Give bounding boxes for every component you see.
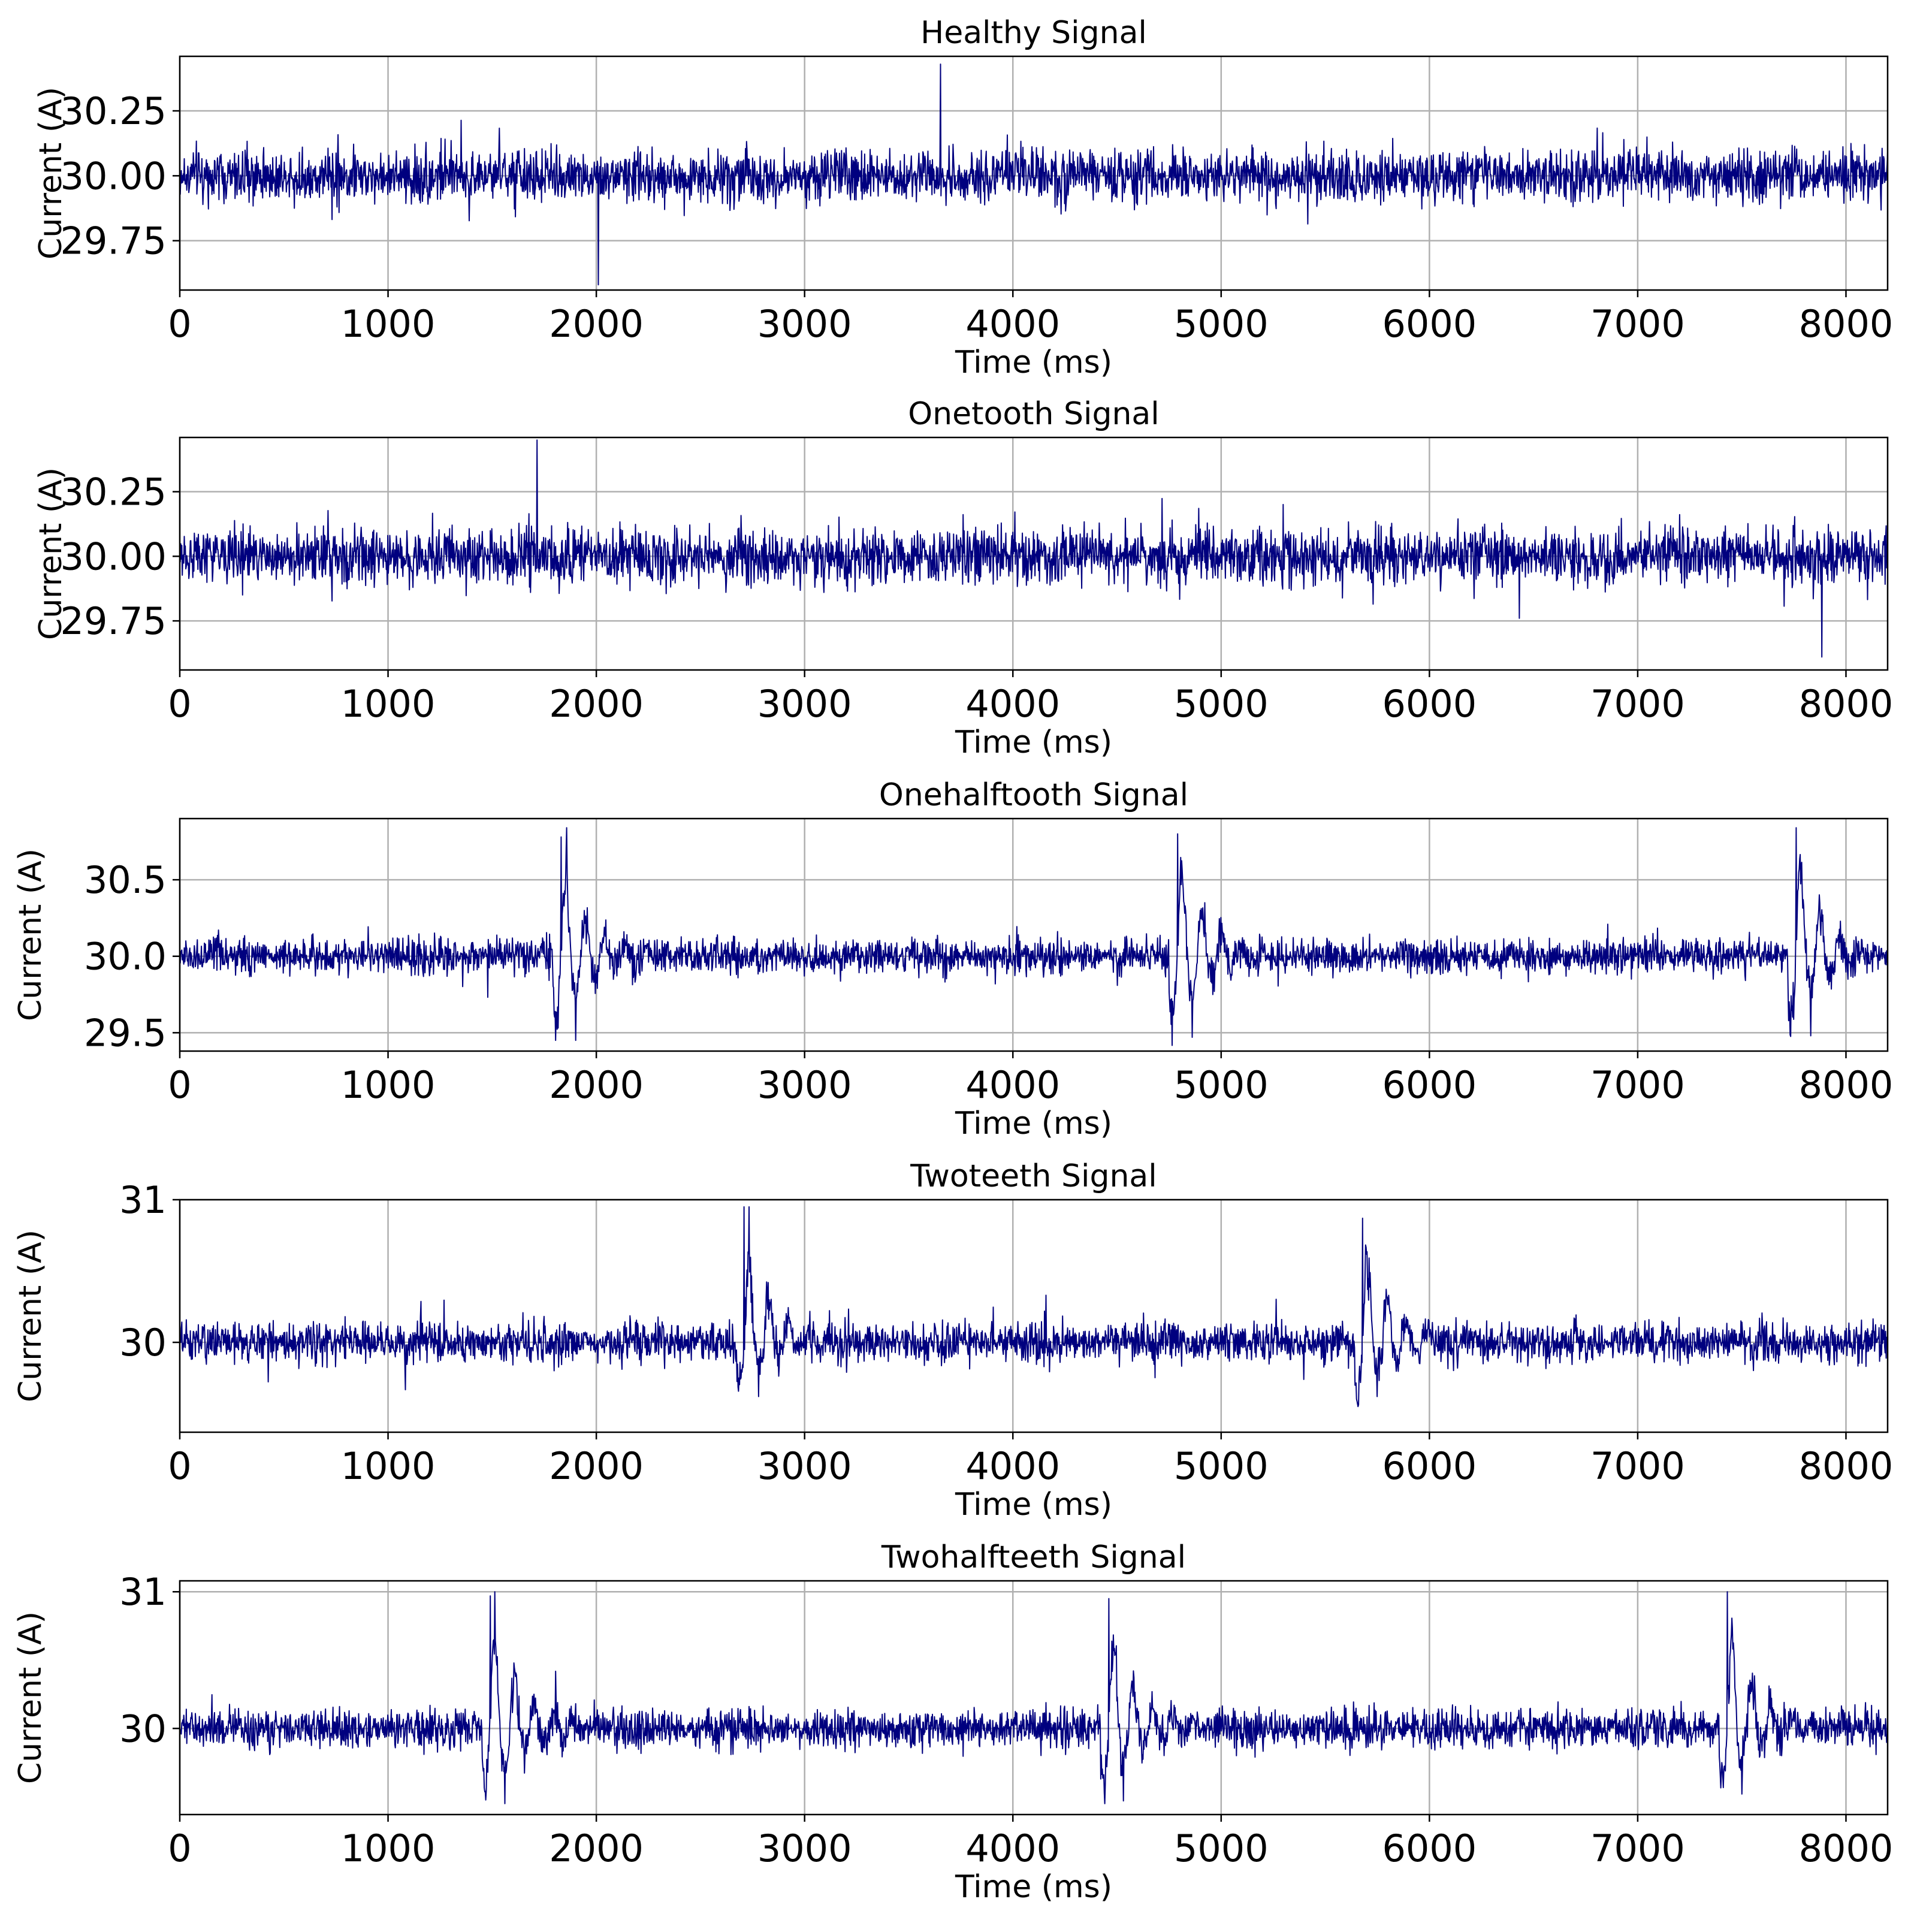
x-tick-label-3: 3000 xyxy=(757,1444,852,1488)
chart-title: Onetooth Signal xyxy=(908,396,1160,432)
x-tick-label-2: 2000 xyxy=(549,1827,644,1870)
x-tick-label-1: 1000 xyxy=(341,302,436,346)
x-tick-label-8: 8000 xyxy=(1799,302,1894,346)
axes-frame xyxy=(179,817,1889,1052)
x-tick-label-4: 4000 xyxy=(965,1063,1060,1107)
x-tick-label-3: 3000 xyxy=(757,1063,852,1107)
x-tick-label-4: 4000 xyxy=(965,1827,1060,1870)
y-tick-label-0: 29.75 xyxy=(61,219,167,263)
x-tick-label-3: 3000 xyxy=(757,1827,852,1870)
x-axis-label: Time (ms) xyxy=(955,1487,1112,1523)
y-tick-label-0: 29.75 xyxy=(61,599,167,643)
y-tick-label-1: 30.0 xyxy=(84,935,167,979)
x-tick-label-4: 4000 xyxy=(965,302,1060,346)
y-tick-label-1: 31 xyxy=(119,1570,167,1614)
x-tick-label-0: 0 xyxy=(168,1444,191,1488)
y-tick-label-1: 30.00 xyxy=(61,154,167,198)
x-tick-label-6: 6000 xyxy=(1382,682,1477,726)
y-tick-label-0: 30 xyxy=(119,1707,167,1750)
x-tick-label-3: 3000 xyxy=(757,302,852,346)
y-axis-label: Current (A) xyxy=(33,467,69,640)
x-tick-label-4: 4000 xyxy=(965,682,1060,726)
x-tick-label-8: 8000 xyxy=(1799,1063,1894,1107)
x-axis-label: Time (ms) xyxy=(955,725,1112,760)
x-tick-label-4: 4000 xyxy=(965,1444,1060,1488)
x-tick-label-0: 0 xyxy=(168,682,191,726)
x-tick-label-2: 2000 xyxy=(549,1444,644,1488)
x-tick-label-6: 6000 xyxy=(1382,1444,1477,1488)
y-tick-label-0: 30 xyxy=(119,1321,167,1365)
chart-title: Healthy Signal xyxy=(920,15,1147,51)
axes-frame xyxy=(179,55,1889,291)
x-tick-label-7: 7000 xyxy=(1590,1063,1685,1107)
y-tick-label-1: 30.00 xyxy=(61,535,167,578)
x-tick-label-7: 7000 xyxy=(1590,1444,1685,1488)
signal-line xyxy=(179,1206,1888,1408)
x-tick-label-7: 7000 xyxy=(1590,302,1685,346)
x-tick-label-1: 1000 xyxy=(341,1063,436,1107)
x-tick-label-0: 0 xyxy=(168,302,191,346)
x-axis-label: Time (ms) xyxy=(955,1869,1112,1905)
y-tick-label-2: 30.25 xyxy=(61,470,167,514)
axes-frame xyxy=(179,436,1889,671)
x-tick-label-2: 2000 xyxy=(549,302,644,346)
chart-title: Twohalfteeth Signal xyxy=(881,1539,1186,1575)
y-tick-label-2: 30.25 xyxy=(61,89,167,133)
y-tick-label-0: 29.5 xyxy=(84,1011,167,1055)
axes-frame xyxy=(179,1199,1889,1433)
x-tick-label-0: 0 xyxy=(168,1827,191,1870)
x-tick-label-7: 7000 xyxy=(1590,682,1685,726)
axes-frame xyxy=(179,1580,1889,1816)
chart-panel-3: 0 1000 2000 3000 4000 5000 6000 7000 8000 29.5 30.… xyxy=(13,777,1893,1142)
y-axis-label: Current (A) xyxy=(13,1611,49,1784)
chart-panel-1: 0 1000 2000 3000 4000 5000 6000 7000 8000 29.75 30… xyxy=(33,15,1893,381)
chart-panel-2: 0 1000 2000 3000 4000 5000 6000 7000 8000 29.75 30… xyxy=(33,396,1893,760)
y-tick-label-1: 31 xyxy=(119,1178,167,1222)
x-tick-label-2: 2000 xyxy=(549,1063,644,1107)
chart-title: Twoteeth Signal xyxy=(910,1158,1157,1194)
signal-line xyxy=(179,1591,1888,1804)
signal-line xyxy=(179,827,1888,1046)
y-axis-label: Current (A) xyxy=(33,87,69,259)
x-tick-label-6: 6000 xyxy=(1382,302,1477,346)
x-tick-label-1: 1000 xyxy=(341,682,436,726)
chart-panel-5: 0 1000 2000 3000 4000 5000 6000 7000 8000 30 31 Two… xyxy=(13,1539,1893,1905)
x-tick-label-6: 6000 xyxy=(1382,1827,1477,1870)
x-axis-label: Time (ms) xyxy=(955,345,1112,381)
x-tick-label-7: 7000 xyxy=(1590,1827,1685,1870)
x-tick-label-3: 3000 xyxy=(757,682,852,726)
signal-line xyxy=(179,64,1888,286)
x-tick-label-1: 1000 xyxy=(341,1444,436,1488)
x-tick-label-0: 0 xyxy=(168,1063,191,1107)
y-axis-label: Current (A) xyxy=(13,1230,49,1402)
x-tick-label-5: 5000 xyxy=(1174,682,1269,726)
x-tick-label-6: 6000 xyxy=(1382,1063,1477,1107)
x-tick-label-5: 5000 xyxy=(1174,302,1269,346)
x-tick-label-1: 1000 xyxy=(341,1827,436,1870)
y-axis-label: Current (A) xyxy=(13,849,49,1021)
x-tick-label-8: 8000 xyxy=(1799,682,1894,726)
x-tick-label-8: 8000 xyxy=(1799,1827,1894,1870)
x-tick-label-2: 2000 xyxy=(549,682,644,726)
y-tick-label-2: 30.5 xyxy=(84,858,167,902)
x-tick-label-5: 5000 xyxy=(1174,1827,1269,1870)
x-tick-label-5: 5000 xyxy=(1174,1444,1269,1488)
x-tick-label-5: 5000 xyxy=(1174,1063,1269,1107)
x-axis-label: Time (ms) xyxy=(955,1106,1112,1142)
chart-panel-4: 0 1000 2000 3000 4000 5000 6000 7000 8000 30 31 Two… xyxy=(13,1158,1893,1523)
x-tick-label-8: 8000 xyxy=(1799,1444,1894,1488)
signal-line xyxy=(179,439,1888,658)
chart-title: Onehalftooth Signal xyxy=(879,777,1188,813)
